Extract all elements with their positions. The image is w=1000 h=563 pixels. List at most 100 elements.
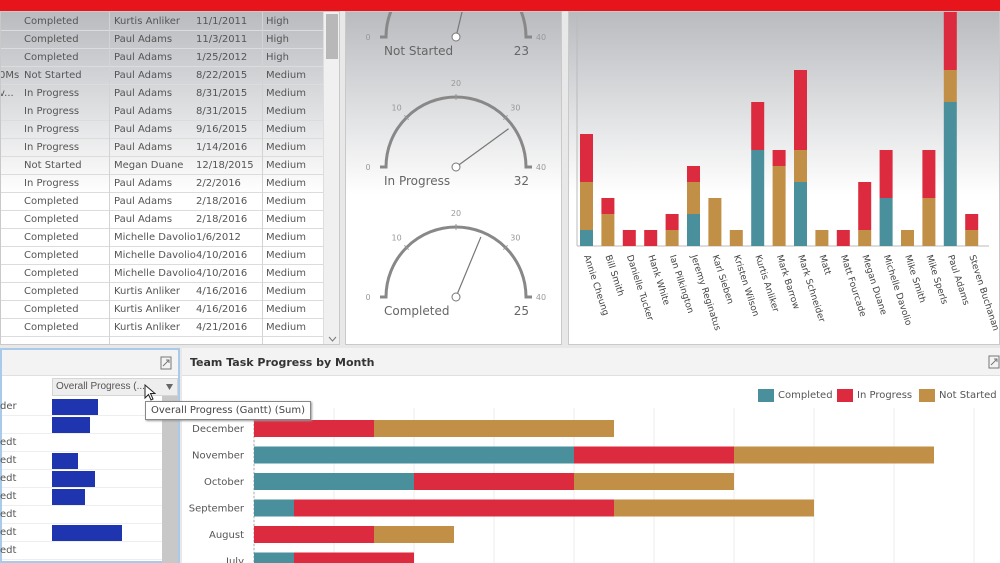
cell-date: 12/18/2015 [196, 160, 254, 171]
bar-segment-completed[interactable] [580, 230, 593, 246]
grid-row[interactable]: edt [0, 452, 162, 470]
cell-status: In Progress [24, 88, 80, 99]
bar-segment-not-started[interactable] [901, 230, 914, 246]
grid-row[interactable]: der [0, 398, 162, 416]
bar-segment-not-started[interactable] [965, 230, 979, 246]
table-row[interactable]: Completed Kurtis Anliker 4/16/2016 Medium [1, 283, 323, 301]
bar-segment-in-progress[interactable] [601, 198, 615, 214]
bar-segment-in-progress[interactable] [414, 473, 574, 490]
bar-segment-completed[interactable] [794, 182, 807, 246]
bar-segment-in-progress[interactable] [294, 552, 414, 563]
grid-row[interactable]: edt [0, 506, 162, 524]
filter-dropdown-icon[interactable] [166, 384, 173, 390]
grid-row[interactable]: edt [0, 524, 162, 542]
bar-segment-completed[interactable] [254, 473, 414, 490]
table-row[interactable]: Completed Paul Adams 11/3/2011 High [1, 31, 323, 49]
grid-row[interactable]: edt [0, 488, 162, 506]
cell-status: In Progress [24, 178, 80, 189]
cell-priority: Medium [266, 250, 306, 261]
bar-segment-in-progress[interactable] [580, 134, 593, 182]
bar-segment-not-started[interactable] [665, 230, 679, 246]
gauge-tick-label: 30 [510, 234, 520, 243]
bar-segment-in-progress[interactable] [943, 0, 957, 70]
table-row[interactable]: Completed Kurtis Anliker 4/21/2016 Medium [1, 319, 323, 337]
bar-segment-completed[interactable] [254, 552, 294, 563]
bar-segment-not-started[interactable] [574, 473, 734, 490]
bar-segment-completed[interactable] [751, 150, 765, 246]
bar-segment-completed[interactable] [879, 198, 893, 246]
bar-segment-in-progress[interactable] [772, 150, 786, 166]
table-row[interactable]: Completed Kurtis Anliker 4/16/2016 Medium [1, 301, 323, 319]
bar-segment-in-progress[interactable] [751, 102, 765, 150]
bar-segment-in-progress[interactable] [644, 230, 658, 246]
bar-segment-not-started[interactable] [734, 446, 934, 464]
bar-segment-in-progress[interactable] [294, 499, 614, 517]
bar-segment-not-started[interactable] [943, 70, 957, 102]
bar-segment-completed[interactable] [254, 499, 294, 517]
bar-segment-not-started[interactable] [374, 526, 454, 543]
bar-segment-in-progress[interactable] [922, 150, 936, 198]
grid-scrollbar[interactable] [162, 396, 178, 563]
bar-segment-not-started[interactable] [687, 182, 700, 214]
bar-segment-in-progress[interactable] [794, 70, 807, 150]
bar-segment-in-progress[interactable] [254, 420, 374, 437]
table-row[interactable]: 0Ms Not Started Paul Adams 8/22/2015 Medium [1, 67, 323, 85]
scrollbar-thumb[interactable] [326, 14, 338, 59]
grid-row[interactable] [2, 416, 162, 434]
table-row[interactable]: Completed Paul Adams 2/18/2016 Medium [1, 211, 323, 229]
table-row[interactable]: Completed Paul Adams 1/25/2012 High [1, 49, 323, 67]
bar-segment-not-started[interactable] [601, 214, 615, 246]
bar-segment-not-started[interactable] [580, 182, 593, 230]
bar-segment-not-started[interactable] [815, 230, 829, 246]
bar-segment-in-progress[interactable] [836, 230, 850, 246]
bar-segment-in-progress[interactable] [879, 150, 893, 198]
bar-segment-completed[interactable] [687, 214, 700, 246]
table-row[interactable]: Not Started Megan Duane 12/18/2015 Medium [1, 157, 323, 175]
bar-segment-not-started[interactable] [729, 230, 743, 246]
table-row[interactable]: Completed Michelle Davolio 4/10/2016 Medium [1, 247, 323, 265]
grid-row[interactable]: edt [0, 434, 162, 452]
bar-segment-in-progress[interactable] [574, 446, 734, 464]
bar-segment-in-progress[interactable] [858, 182, 872, 230]
bar-segment-not-started[interactable] [772, 166, 786, 246]
table-row[interactable]: Completed Kurtis Anliker 11/1/2011 High [1, 13, 323, 31]
grid-row[interactable]: edt [0, 470, 162, 488]
scroll-down-icon[interactable] [328, 336, 337, 342]
x-tick-label: Paul Adams [945, 254, 971, 307]
table-row[interactable]: In Progress Paul Adams 2/2/2016 Medium [1, 175, 323, 193]
gauge-tick-label: 20 [451, 209, 461, 218]
bar-segment-in-progress[interactable] [254, 526, 374, 543]
table-row[interactable]: In Progress Paul Adams 1/14/2016 Medium [1, 139, 323, 157]
grid-row[interactable]: edt [0, 542, 162, 560]
table-scrollbar[interactable] [323, 12, 339, 344]
export-icon[interactable] [160, 356, 172, 370]
cell-date: 4/10/2016 [196, 268, 248, 279]
export-icon[interactable] [988, 355, 1000, 369]
cell-priority: High [266, 52, 289, 63]
column-header-overall-progress[interactable]: Overall Progress (... [52, 378, 178, 396]
progress-grid-panel: Overall Progress (... der edt edt edt edt edt… [0, 348, 180, 563]
table-row[interactable]: Completed Paul Adams 2/18/2016 Medium [1, 193, 323, 211]
bar-segment-in-progress[interactable] [622, 230, 636, 246]
bar-segment-not-started[interactable] [858, 230, 872, 246]
cell-owner: Megan Duane [114, 160, 184, 171]
bar-segment-not-started[interactable] [614, 499, 814, 517]
gauge-tick-label: 40 [536, 293, 546, 302]
bar-segment-not-started[interactable] [922, 198, 936, 246]
gauge-value: 23 [514, 44, 529, 58]
bar-segment-completed[interactable] [254, 446, 574, 464]
bar-segment-in-progress[interactable] [665, 214, 679, 230]
bar-segment-not-started[interactable] [374, 420, 614, 437]
bar-segment-in-progress[interactable] [687, 166, 700, 182]
bar-segment-in-progress[interactable] [965, 214, 979, 230]
cell-priority: Medium [266, 178, 306, 189]
table-row[interactable]: Completed Michelle Davolio 1/6/2012 Medium [1, 229, 323, 247]
table-row[interactable]: In Progress Paul Adams 8/31/2015 Medium [1, 103, 323, 121]
table-row[interactable]: v... In Progress Paul Adams 8/31/2015 Medium [1, 85, 323, 103]
bar-segment-completed[interactable] [943, 102, 957, 246]
bar-segment-not-started[interactable] [794, 150, 807, 182]
table-row[interactable]: In Progress Paul Adams 9/16/2015 Medium [1, 121, 323, 139]
table-row[interactable]: Completed Michelle Davolio 4/10/2016 Medium [1, 265, 323, 283]
bar-segment-not-started[interactable] [708, 198, 722, 246]
